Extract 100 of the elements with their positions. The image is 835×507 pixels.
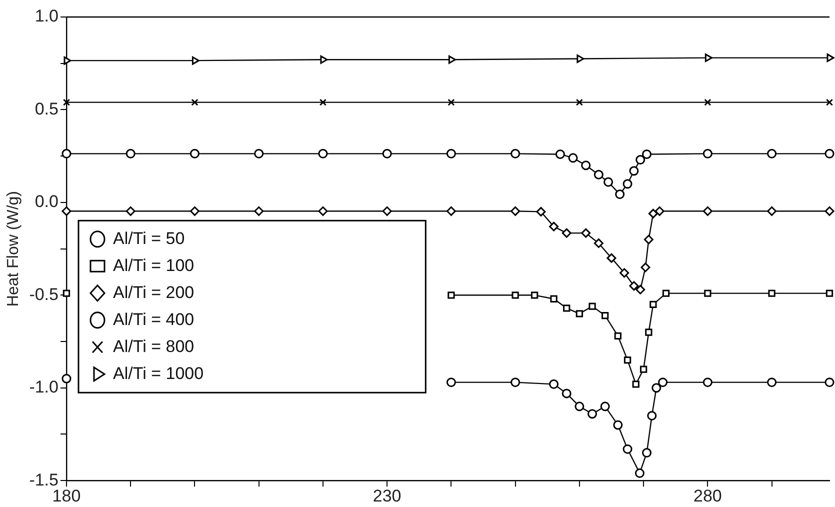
point [614, 332, 622, 340]
point [606, 253, 616, 263]
point [446, 378, 456, 388]
point [576, 98, 584, 106]
point [581, 228, 591, 238]
point [629, 166, 639, 176]
legend-label: Al/Ti = 400 [112, 310, 194, 329]
point [702, 206, 712, 216]
point [382, 206, 392, 216]
point [622, 179, 632, 189]
point [824, 378, 834, 388]
point [510, 206, 520, 216]
point [190, 148, 200, 158]
point [594, 170, 604, 180]
y-tick-label: -1.0 [29, 378, 58, 397]
point [636, 155, 646, 165]
y-tick-label: 1.0 [34, 6, 58, 26]
point [530, 292, 538, 299]
point [62, 98, 70, 106]
y-tick-label: -0.5 [29, 284, 58, 304]
point [642, 448, 652, 458]
legend-label: Al/Ti = 800 [112, 336, 194, 356]
point [613, 420, 623, 430]
point [644, 234, 654, 244]
point [549, 379, 559, 389]
point [662, 290, 670, 297]
point [512, 292, 519, 299]
point [826, 290, 834, 297]
point [704, 98, 712, 106]
point [767, 148, 777, 158]
point [634, 468, 644, 478]
point [568, 153, 578, 163]
point [826, 54, 834, 62]
point [650, 300, 657, 308]
point [191, 98, 198, 106]
point [64, 56, 72, 65]
point [640, 366, 648, 373]
point [645, 328, 652, 336]
point [767, 378, 777, 388]
y-tick-label: 0.0 [34, 192, 58, 212]
x-tick-label: 230 [372, 486, 402, 506]
point [62, 206, 72, 216]
point [550, 295, 558, 302]
point [126, 148, 136, 158]
point [318, 148, 328, 158]
point [192, 56, 200, 65]
point [702, 378, 712, 388]
point [448, 98, 455, 106]
legend-label: Al/Ti = 1000 [112, 364, 204, 383]
point [576, 54, 584, 63]
point [62, 290, 70, 297]
y-axis-title: Heat Flow (W/g) [5, 191, 22, 307]
point [826, 98, 834, 106]
point [824, 206, 834, 216]
point [562, 388, 572, 398]
point [600, 402, 610, 412]
point [604, 177, 614, 187]
point [767, 206, 777, 216]
point [510, 148, 520, 158]
point [563, 304, 570, 312]
point [254, 148, 264, 158]
point [702, 148, 712, 158]
x-tick-label: 280 [693, 486, 722, 506]
point [126, 206, 136, 216]
point [562, 228, 572, 238]
point [768, 290, 776, 297]
point [190, 206, 200, 216]
point [824, 148, 834, 158]
point [632, 380, 640, 388]
point [704, 290, 712, 297]
point [510, 378, 520, 388]
point [574, 402, 584, 412]
point [588, 302, 596, 310]
point [549, 222, 559, 232]
point [615, 190, 625, 200]
point [640, 262, 650, 272]
point [576, 310, 584, 318]
point [536, 206, 546, 216]
point [446, 148, 456, 158]
legend-label: Al/Ti = 200 [112, 282, 194, 302]
point [647, 410, 657, 420]
point [652, 383, 662, 393]
legend-label: Al/Ti = 50 [112, 228, 185, 248]
point [654, 206, 664, 216]
legend-label: Al/Ti = 100 [112, 256, 194, 275]
point [581, 160, 591, 170]
point [636, 284, 646, 294]
point [624, 356, 632, 364]
point [629, 281, 639, 291]
point [648, 208, 658, 218]
point [448, 292, 455, 299]
point [320, 55, 328, 64]
point [594, 238, 604, 248]
point [620, 268, 630, 278]
y-tick-label: 0.5 [34, 99, 58, 118]
point [555, 149, 565, 159]
point [602, 312, 609, 320]
point [382, 148, 392, 158]
point [704, 54, 712, 62]
point [254, 206, 264, 216]
